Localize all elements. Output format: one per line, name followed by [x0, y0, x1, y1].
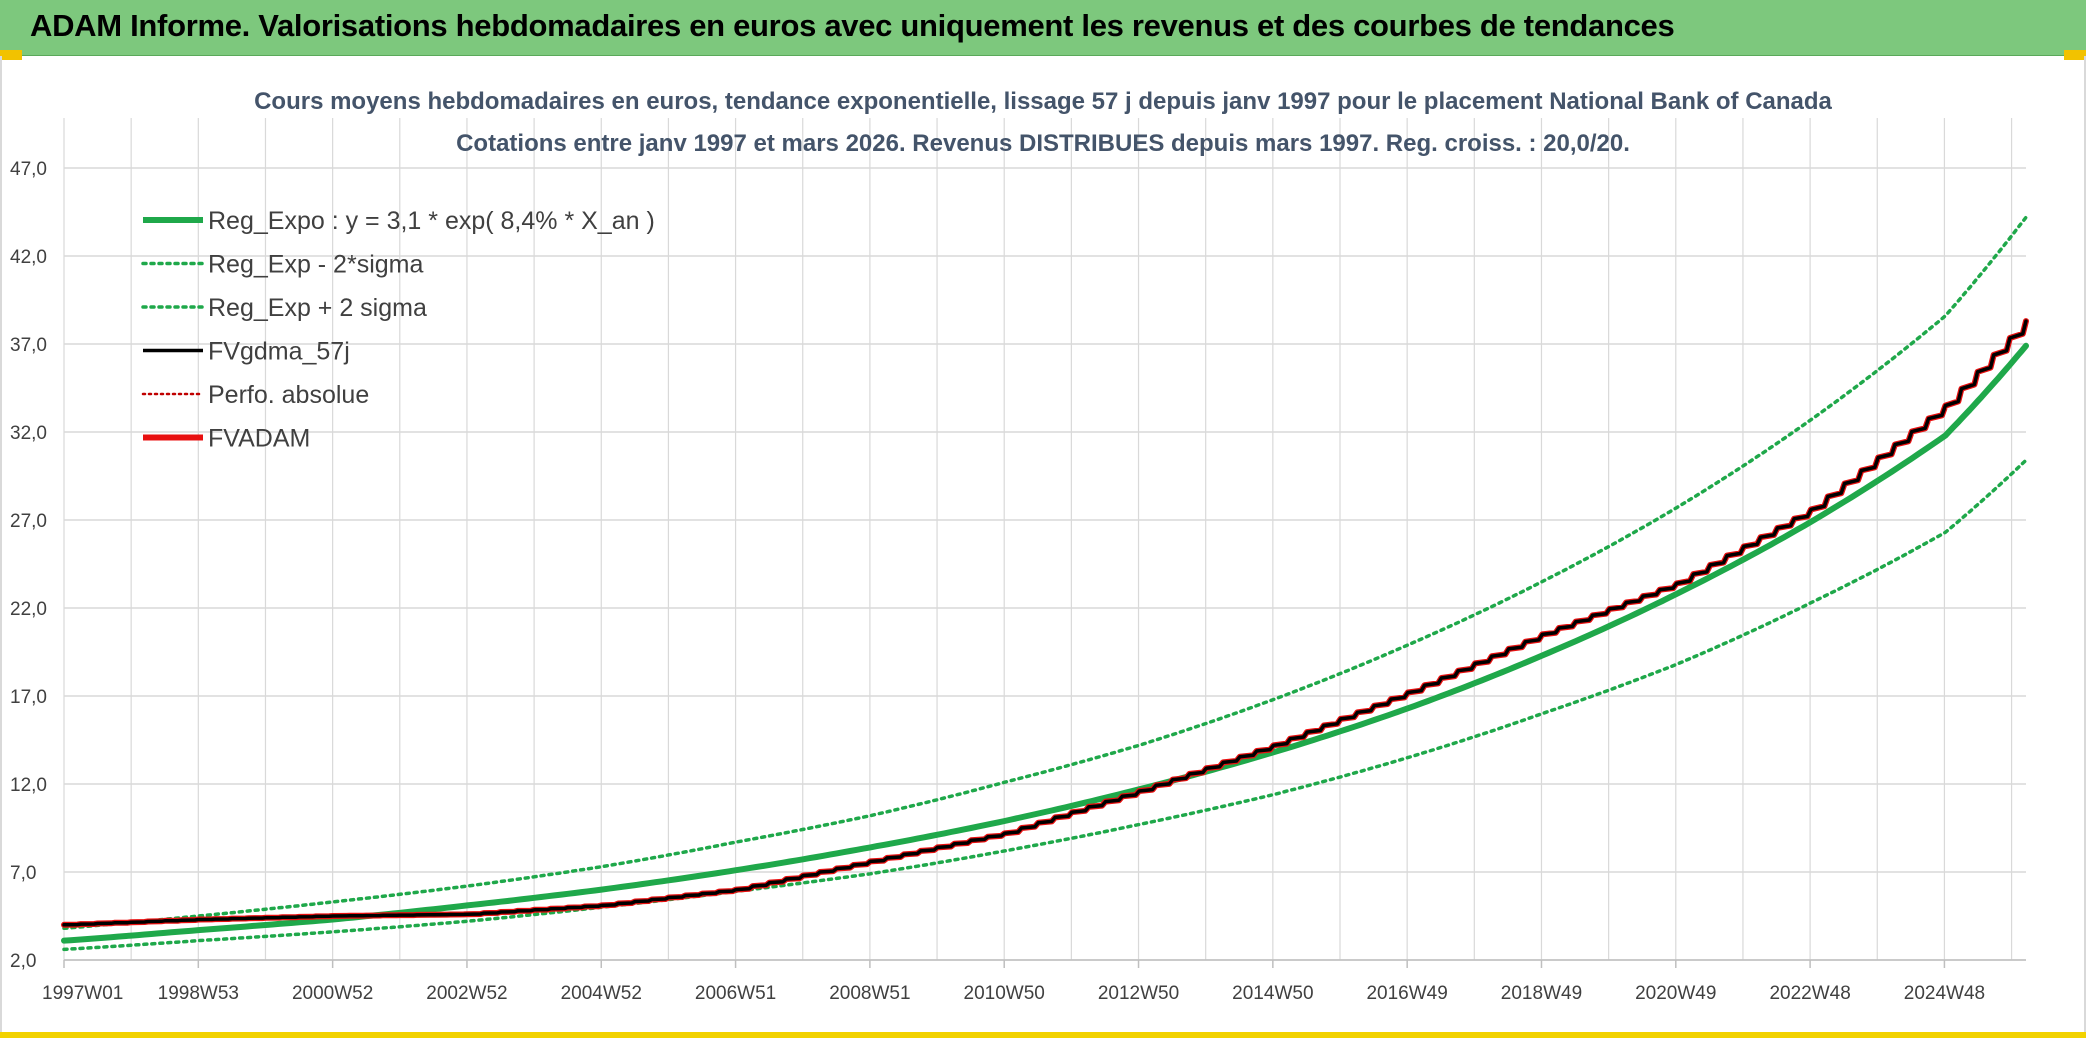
y-tick-label: 17,0 [10, 687, 47, 708]
x-tick-label: 2004W52 [561, 983, 642, 1004]
legend-label: Reg_Expo : y = 3,1 * exp( 8,4% * X_an ) [208, 207, 655, 235]
series-line-4 [62, 319, 2028, 927]
report-title: ADAM Informe. Valorisations hebdomadaire… [30, 8, 1675, 43]
series-line-1 [61, 342, 2029, 944]
series-line-2 [62, 458, 2028, 952]
chart-grid [63, 118, 2026, 968]
legend-label: Reg_Exp + 2 sigma [208, 294, 427, 322]
x-tick-label: 1997W01 [42, 983, 123, 1004]
y-tick-label: 2,0 [10, 951, 36, 972]
y-tick-label: 32,0 [10, 423, 47, 444]
bottom-bar [0, 1032, 2086, 1038]
x-tick-label: 2012W50 [1098, 983, 1179, 1004]
y-axis-ticks: 47,0 42,0 37,0 32,0 27,0 22,0 17,0 12,0 7,0 2,0 [10, 159, 47, 972]
y-tick-label: 27,0 [10, 511, 47, 532]
x-axis-ticks: 1997W01 1998W53 2000W52 2002W52 2004W52 2006W… [42, 983, 1985, 1004]
x-tick-label: 2024W48 [1904, 983, 1985, 1004]
x-tick-label: 2000W52 [292, 983, 373, 1004]
series-line-5 [62, 319, 2028, 927]
x-tick-label: 2022W48 [1769, 983, 1850, 1004]
report-banner: ADAM Informe. Valorisations hebdomadaire… [0, 0, 2086, 56]
x-tick-label: 2008W51 [829, 983, 910, 1004]
x-tick-label: 2016W49 [1366, 983, 1447, 1004]
y-tick-label: 22,0 [10, 599, 47, 620]
corner-marker-left [0, 50, 22, 60]
chart-title: Cours moyens hebdomadaires en euros, ten… [254, 88, 1832, 115]
y-tick-label: 47,0 [10, 159, 47, 180]
x-tick-label: 2006W51 [695, 983, 776, 1004]
legend-label: FVADAM [208, 425, 310, 453]
corner-marker-right [2064, 50, 2086, 60]
x-tick-label: 2020W49 [1635, 983, 1716, 1004]
series-line-6 [61, 318, 2029, 928]
legend-label: Perfo. absolue [208, 381, 369, 409]
y-tick-label: 7,0 [10, 863, 36, 884]
x-tick-label: 2002W52 [426, 983, 507, 1004]
legend-label: Reg_Exp - 2*sigma [208, 251, 423, 279]
chart-subtitle: Cotations entre janv 1997 et mars 2026. … [456, 130, 1630, 157]
y-tick-label: 42,0 [10, 247, 47, 268]
chart-legend: Reg_Expo : y = 3,1 * exp( 8,4% * X_an ) R… [141, 207, 655, 453]
legend-label: FVgdma_57j [208, 338, 350, 366]
y-tick-label: 12,0 [10, 775, 47, 796]
x-tick-label: 1998W53 [158, 983, 239, 1004]
x-tick-label: 2010W50 [964, 983, 1045, 1004]
chart-series [61, 215, 2029, 952]
x-tick-label: 2018W49 [1501, 983, 1582, 1004]
x-tick-label: 2014W50 [1232, 983, 1313, 1004]
y-tick-label: 37,0 [10, 335, 47, 356]
series-line-3 [62, 215, 2028, 931]
